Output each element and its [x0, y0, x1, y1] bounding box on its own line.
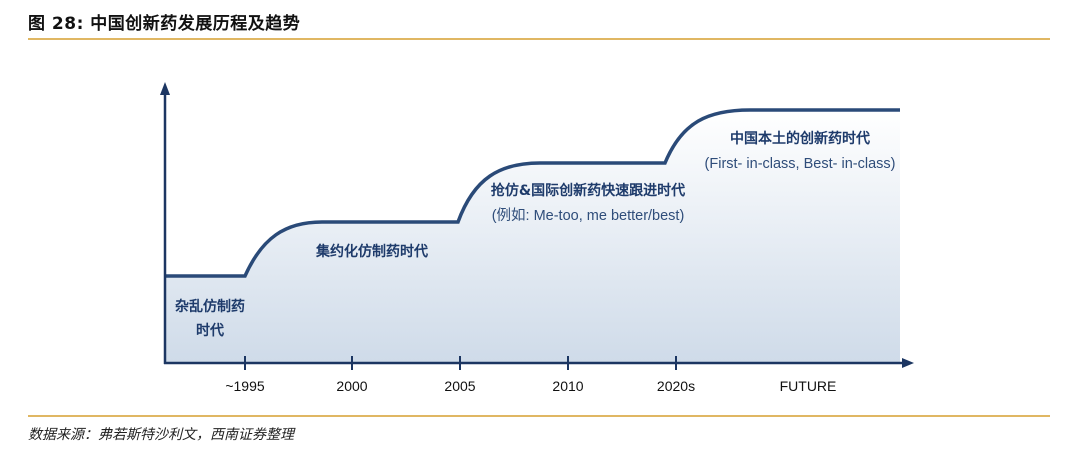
tick-label: 2005: [444, 378, 475, 394]
stage-4-sublabel: (First- in-class, Best- in-class): [705, 156, 896, 172]
stage-3-label: 抢仿&国际创新药快速跟进时代: [491, 182, 685, 199]
y-axis-arrow-icon: [160, 82, 170, 95]
tick-label: 2020s: [657, 378, 695, 394]
stage-3-sublabel: (例如: Me-too, me better/best): [492, 207, 685, 224]
step-curve: [165, 108, 900, 278]
source-note: 数据来源：弗若斯特沙利文，西南证券整理: [28, 427, 294, 443]
area-fill: [165, 110, 900, 362]
x-axis-arrow-icon: [902, 358, 914, 368]
tick-label: ~1995: [225, 378, 265, 394]
figure-title: 图 28: 中国创新药发展历程及趋势: [28, 14, 301, 34]
stage-1-label: 杂乱仿制药: [175, 298, 245, 315]
tick-label: FUTURE: [780, 378, 837, 394]
bottom-divider: [28, 415, 1050, 417]
stage-1-label: 时代: [196, 322, 224, 339]
stage-2-label: 集约化仿制药时代: [315, 243, 428, 260]
top-divider: [28, 38, 1050, 40]
stage-4-label: 中国本土的创新药时代: [730, 130, 870, 147]
tick-label: 2000: [336, 378, 367, 394]
tick-label: 2010: [552, 378, 583, 394]
